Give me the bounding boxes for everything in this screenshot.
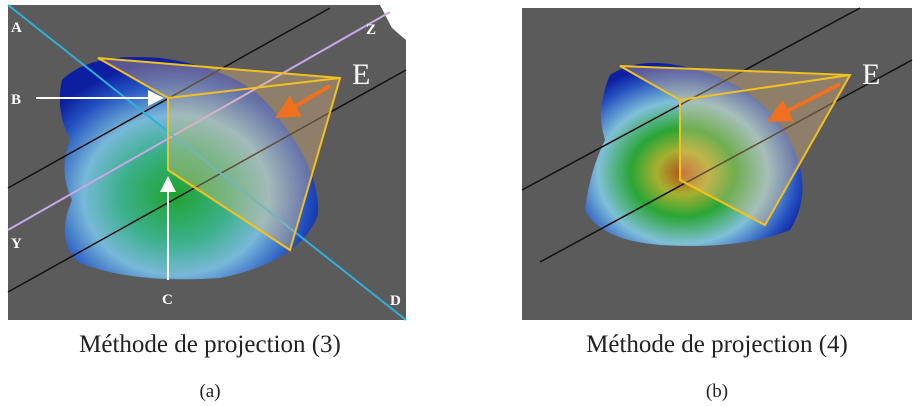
panel-a: A B C D Y Z E Méthode de projection (3) …: [7, 4, 407, 402]
point-label: Y: [11, 236, 22, 252]
triangle-edge: [679, 179, 766, 226]
panel-b: E Méthode de projection (4) (b): [521, 7, 913, 402]
point-label: Z: [366, 22, 376, 38]
axis-yz: [7, 11, 391, 231]
direction-arrow: [766, 82, 841, 122]
plane-line: [539, 59, 913, 263]
point-label: E: [862, 58, 880, 91]
sub-label: (a): [199, 381, 220, 402]
intensity-blob: [585, 62, 803, 247]
point-label: D: [390, 293, 401, 309]
sub-label: (b): [706, 381, 728, 402]
point-label: A: [11, 20, 22, 36]
point-label: E: [352, 58, 370, 91]
triangle-edge: [167, 77, 341, 99]
plane-line: [7, 69, 407, 293]
caption: Méthode de projection (3): [79, 331, 341, 358]
intensity-blob: [59, 56, 319, 280]
triangle-edge: [679, 74, 851, 101]
axis-ad: [7, 4, 407, 321]
point-label: C: [162, 292, 173, 308]
triangle-edge: [167, 169, 291, 251]
point-label: B: [11, 92, 21, 108]
direction-arrow: [275, 84, 332, 119]
caption: Méthode de projection (4): [586, 331, 848, 358]
